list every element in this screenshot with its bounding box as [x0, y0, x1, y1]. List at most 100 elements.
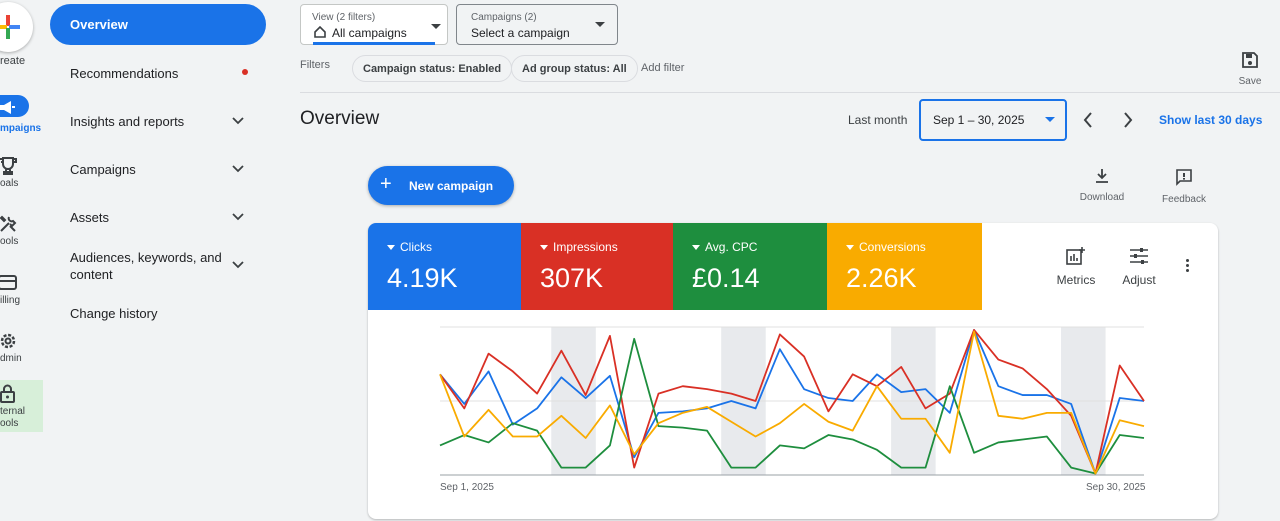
download-icon [1096, 169, 1108, 183]
download-label: Download [1079, 192, 1125, 203]
sidebar-item-recommendations[interactable]: Recommendations [70, 66, 179, 81]
metric-card-clicks[interactable]: Clicks 4.19K [368, 223, 521, 310]
view-selector[interactable]: View (2 filters) All campaigns [300, 4, 448, 45]
sidebar-item-overview[interactable]: Overview [50, 4, 266, 45]
metric-value-impressions: 307K [540, 263, 604, 293]
x-axis-start-label: Sep 1, 2025 [440, 482, 494, 493]
tune-icon [1130, 248, 1148, 264]
header-divider [300, 92, 1280, 93]
megaphone-icon [0, 101, 15, 114]
save-button[interactable]: Save [1234, 51, 1266, 87]
sidebar-item-change-history[interactable]: Change history [70, 306, 158, 321]
metric-card-conversions[interactable]: Conversions 2.26K [827, 223, 982, 310]
rail-item-internal-tools[interactable]: ternal ools [0, 383, 45, 430]
create-label: reate [0, 55, 26, 67]
metric-value-avg-cpc: £0.14 [692, 263, 760, 293]
internal-tools-highlight [0, 380, 43, 432]
line-chart [439, 326, 1145, 476]
chevron-right-icon[interactable] [1121, 111, 1135, 129]
campaign-selector-value: Select a campaign [471, 26, 570, 40]
rail-item-campaigns[interactable]: mpaigns [0, 97, 45, 134]
icon-rail: reate mpaigns oals ools illing dmin [0, 0, 45, 521]
metric-label-avg-cpc-text: Avg. CPC [705, 240, 758, 254]
metric-value-conversions: 2.26K [846, 263, 917, 293]
performance-chart-card: Clicks 4.19K Impressions 307K Avg. CPC £… [368, 223, 1218, 519]
create-button[interactable] [0, 2, 33, 52]
campaign-selector-caption: Campaigns (2) [471, 12, 537, 23]
sidebar-item-campaigns[interactable]: Campaigns [70, 162, 136, 177]
save-label: Save [1238, 76, 1262, 87]
new-campaign-label: New campaign [409, 179, 494, 193]
plus-icon [0, 15, 20, 39]
rail-label-admin: dmin [0, 353, 22, 364]
sidebar-item-audiences-keywords-content[interactable]: Audiences, keywords, and content [70, 250, 222, 282]
more-options-icon[interactable] [1186, 259, 1192, 274]
metric-card-avg-cpc[interactable]: Avg. CPC £0.14 [673, 223, 827, 310]
metric-label-avg-cpc: Avg. CPC [692, 240, 757, 254]
metric-card-impressions[interactable]: Impressions 307K [521, 223, 673, 310]
metric-label-clicks-text: Clicks [400, 240, 432, 254]
chevron-down-icon[interactable] [232, 163, 244, 175]
rail-label-goals: oals [0, 178, 19, 189]
dropdown-arrow-icon [540, 245, 548, 250]
metrics-button[interactable]: Metrics [1052, 247, 1100, 287]
metric-value-clicks: 4.19K [387, 263, 458, 293]
dropdown-arrow-icon [1045, 117, 1055, 122]
rail-label-internal-tools: ternal ools [0, 406, 26, 429]
add-filter-button[interactable]: Add filter [641, 62, 685, 74]
new-campaign-button[interactable]: + New campaign [368, 166, 514, 205]
rail-label-tools: ools [0, 236, 19, 247]
metric-label-conversions: Conversions [846, 240, 926, 254]
sidebar-item-assets[interactable]: Assets [70, 210, 110, 225]
view-selector-value: All campaigns [332, 26, 407, 40]
filter-chip-ad-group-status[interactable]: Ad group status: All [511, 55, 638, 82]
series-line-0 [439, 329, 1145, 475]
dropdown-arrow-icon [692, 245, 700, 250]
filters-label: Filters [300, 59, 330, 71]
dropdown-arrow-icon [595, 22, 605, 27]
view-selector-underline [313, 42, 435, 45]
gear-icon [0, 333, 16, 349]
chevron-down-icon[interactable] [232, 211, 244, 223]
metric-label-impressions-text: Impressions [553, 240, 618, 254]
adjust-label: Adjust [1122, 273, 1156, 287]
campaign-selector[interactable]: Campaigns (2) Select a campaign [456, 4, 618, 45]
dropdown-arrow-icon [846, 245, 854, 250]
metrics-label: Metrics [1056, 273, 1096, 287]
credit-card-icon [0, 275, 17, 290]
download-button[interactable]: Download [1076, 168, 1128, 203]
rail-item-tools[interactable]: ools [0, 213, 45, 247]
series-line-2 [439, 337, 1145, 475]
chevron-left-icon[interactable] [1081, 111, 1095, 129]
x-axis-end-label: Sep 30, 2025 [1086, 482, 1146, 493]
feedback-button[interactable]: Feedback [1158, 168, 1210, 205]
adjust-button[interactable]: Adjust [1118, 247, 1160, 287]
dropdown-arrow-icon [431, 24, 441, 29]
home-icon [314, 26, 326, 38]
dropdown-arrow-icon [387, 245, 395, 250]
feedback-icon [1176, 169, 1192, 186]
date-preset-label: Last month [848, 113, 908, 127]
view-selector-caption: View (2 filters) [312, 12, 376, 23]
notification-dot [242, 69, 248, 75]
trophy-icon [0, 157, 17, 175]
feedback-label: Feedback [1162, 194, 1206, 205]
add-chart-icon [1066, 247, 1085, 265]
sidebar-item-insights-and-reports[interactable]: Insights and reports [70, 114, 185, 129]
filter-chip-campaign-status[interactable]: Campaign status: Enabled [352, 55, 513, 82]
plus-icon: + [380, 173, 392, 195]
chevron-down-icon[interactable] [232, 115, 244, 127]
rail-label-billing: illing [0, 295, 21, 306]
tools-icon [0, 215, 17, 232]
date-range-value: Sep 1 – 30, 2025 [933, 113, 1025, 127]
rail-label-campaigns: mpaigns [0, 123, 42, 134]
metric-label-impressions: Impressions [540, 240, 618, 254]
rail-item-goals[interactable]: oals [0, 155, 45, 189]
date-range-picker[interactable]: Sep 1 – 30, 2025 [919, 99, 1067, 141]
save-icon [1242, 52, 1258, 68]
rail-item-billing[interactable]: illing [0, 272, 45, 306]
chevron-down-icon[interactable] [232, 259, 244, 271]
show-last-30-days-link[interactable]: Show last 30 days [1159, 113, 1263, 127]
metric-label-clicks: Clicks [387, 240, 432, 254]
rail-item-admin[interactable]: dmin [0, 330, 45, 364]
